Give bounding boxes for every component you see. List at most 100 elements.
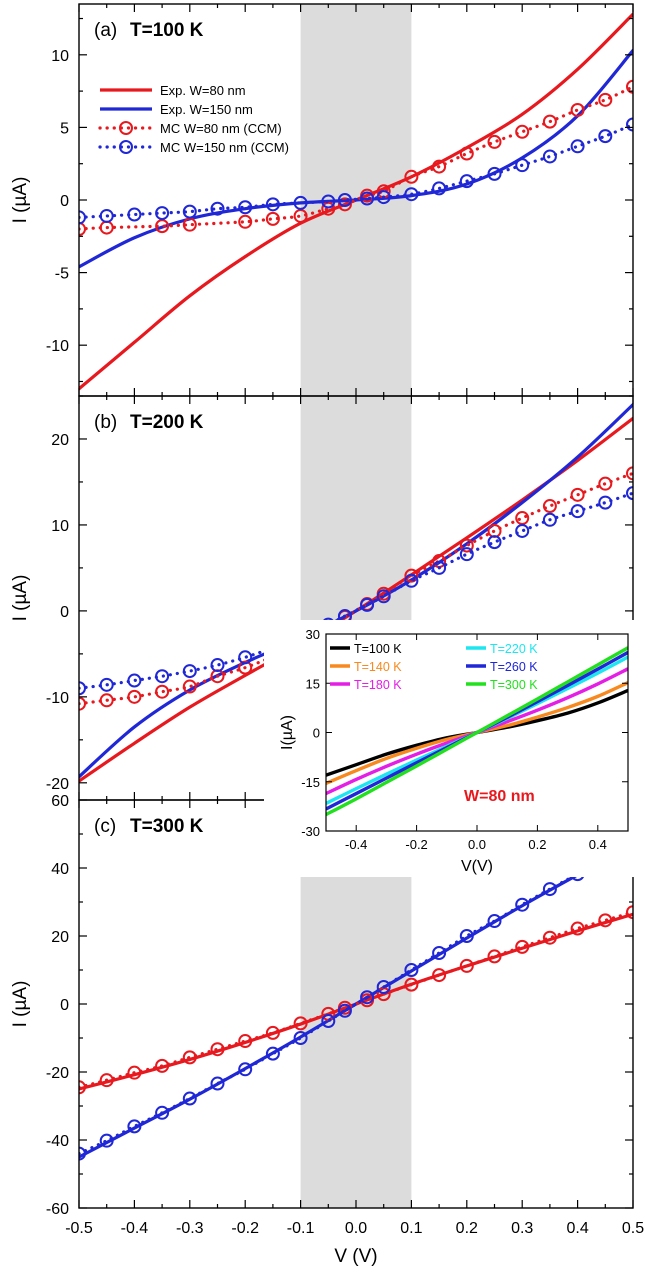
data-point xyxy=(182,679,197,694)
data-point xyxy=(238,1034,253,1049)
data-point xyxy=(293,1016,308,1031)
series-dotted-line-3 xyxy=(79,910,633,1089)
data-point xyxy=(515,158,530,173)
data-point xyxy=(570,487,585,502)
data-point xyxy=(79,681,86,696)
data-point xyxy=(598,476,613,491)
data-point xyxy=(155,684,170,699)
legend: Exp. W=80 nm Exp. W=150 nm MC W=80 nm (CCM… xyxy=(98,83,289,155)
series-dotted-line-3 xyxy=(79,85,633,231)
x-tick-label: 0.4 xyxy=(566,1220,588,1237)
data-point xyxy=(459,929,474,943)
y-tick-label: -60 xyxy=(46,1201,69,1218)
y-tick-label: -20 xyxy=(46,776,69,793)
data-point xyxy=(360,597,375,612)
data-point xyxy=(321,1014,336,1028)
data-point xyxy=(515,124,530,139)
data-point xyxy=(155,1058,170,1073)
data-point xyxy=(210,201,225,216)
data-point xyxy=(515,523,530,538)
data-point xyxy=(210,1042,225,1057)
data-point xyxy=(127,673,142,688)
data-point xyxy=(155,669,170,684)
inset-y-tick-label: -15 xyxy=(301,775,320,790)
x-tick-label: -0.1 xyxy=(287,1220,315,1237)
data-point xyxy=(459,146,474,161)
data-point xyxy=(210,658,225,673)
data-point xyxy=(487,535,502,550)
panel-tag: (b) xyxy=(94,412,117,433)
data-point xyxy=(293,208,308,223)
data-point xyxy=(79,1146,86,1161)
data-point xyxy=(265,211,280,226)
series-dotted-line-4 xyxy=(79,122,633,220)
inset-x-tick-label: 0.2 xyxy=(528,837,546,852)
data-point xyxy=(127,1119,142,1134)
data-point xyxy=(99,693,114,708)
data-point xyxy=(542,499,557,514)
data-point xyxy=(182,1050,197,1065)
data-point xyxy=(626,905,633,920)
y-tick-label: 10 xyxy=(51,48,69,65)
data-point xyxy=(182,217,197,232)
data-point xyxy=(542,114,557,129)
data-point xyxy=(515,511,530,526)
data-point xyxy=(337,193,352,207)
inset-chart: -30 -15 0 15 30 -0.4 -0.2 0.0 0.2 0.4 V(V) I(µA) T=1… xyxy=(264,620,638,877)
data-point xyxy=(210,1076,225,1091)
data-point xyxy=(459,538,474,553)
y-tick-label: -40 xyxy=(46,1133,69,1150)
data-point xyxy=(570,102,585,117)
panel-title: T=100 K xyxy=(130,20,204,41)
data-point xyxy=(127,207,142,222)
y-tick-label: 20 xyxy=(51,929,69,946)
data-point xyxy=(337,197,352,212)
data-point xyxy=(432,968,447,983)
legend-label: Exp. W=150 nm xyxy=(160,102,253,117)
data-point xyxy=(99,208,114,223)
legend-label: Exp. W=80 nm xyxy=(160,83,246,98)
data-point xyxy=(360,990,375,1005)
legend-marker xyxy=(119,140,133,154)
inset-y-tick-label: -30 xyxy=(301,824,320,839)
data-point xyxy=(626,79,633,94)
data-point xyxy=(404,963,419,977)
shaded-band xyxy=(300,4,412,1208)
data-point xyxy=(487,914,502,929)
data-point xyxy=(127,1065,142,1080)
panel-tag: (a) xyxy=(94,20,117,41)
y-tick-label: 60 xyxy=(51,793,69,810)
data-point xyxy=(182,204,197,219)
data-point xyxy=(542,882,557,897)
data-point xyxy=(404,187,419,202)
data-point xyxy=(79,696,86,711)
inset-y-tick-label: 30 xyxy=(306,627,320,642)
data-point xyxy=(238,660,253,675)
x-tick-label: 0.0 xyxy=(345,1220,367,1237)
y-tick-label: 20 xyxy=(51,432,69,449)
series-line-2 xyxy=(79,842,633,1159)
data-point xyxy=(404,169,419,184)
data-point xyxy=(238,1062,253,1077)
y-tick-label: -10 xyxy=(46,690,69,707)
data-point xyxy=(155,1105,170,1120)
data-point xyxy=(432,560,447,575)
data-point xyxy=(542,930,557,945)
inset-annotation: W=80 nm xyxy=(464,788,535,805)
x-tick-label: 0.5 xyxy=(622,1220,644,1237)
data-point xyxy=(376,980,391,994)
data-point xyxy=(293,1031,308,1045)
panel-title: T=200 K xyxy=(130,412,204,433)
x-tick-label: 0.3 xyxy=(511,1220,533,1237)
data-point xyxy=(626,466,633,481)
x-axis-label: V (V) xyxy=(334,1246,377,1267)
data-point xyxy=(432,159,447,174)
inset-x-axis-label: V(V) xyxy=(461,858,493,875)
data-point xyxy=(79,1080,86,1095)
x-tick-label: -0.3 xyxy=(176,1220,204,1237)
y-tick-label: 10 xyxy=(51,518,69,535)
data-point xyxy=(360,191,375,206)
data-point xyxy=(515,897,530,912)
inset-x-tick-label: 0.0 xyxy=(468,837,486,852)
data-point xyxy=(265,1025,280,1040)
